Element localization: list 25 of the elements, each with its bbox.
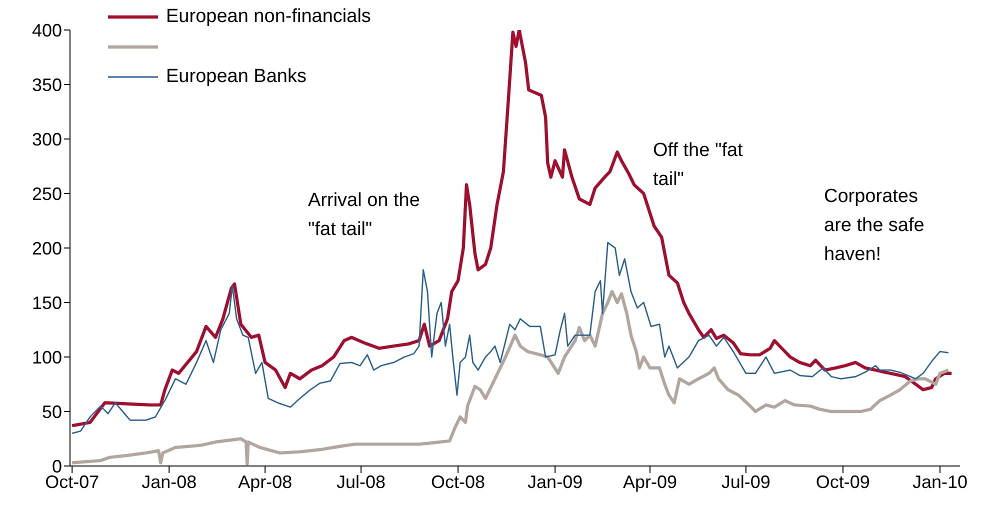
x-tick-label: Jul-08 xyxy=(336,472,386,492)
x-tick-label: Apr-09 xyxy=(622,472,677,492)
x-tick-label: Oct-09 xyxy=(816,472,870,492)
annotation: Arrival on the "fat tail" xyxy=(308,189,421,242)
annotation: Corporates are the safe haven! xyxy=(824,185,926,267)
y-tick-label: 400 xyxy=(32,20,62,40)
x-tick-label: Jul-09 xyxy=(721,472,770,492)
y-tick-label: 300 xyxy=(32,129,62,150)
y-tick-label: 50 xyxy=(42,402,62,422)
y-tick-label: 200 xyxy=(32,238,62,258)
x-tick-label: Jan-08 xyxy=(142,472,197,492)
line-series xyxy=(71,242,950,434)
y-tick-label: 100 xyxy=(32,347,62,368)
annotation: Off the "fat tail" xyxy=(653,139,744,192)
x-tick-label: Jan-09 xyxy=(528,472,583,492)
x-tick-label: Apr-08 xyxy=(238,472,292,492)
line-series xyxy=(70,290,950,466)
y-tick-label: 150 xyxy=(32,292,62,313)
legend-label: European Banks xyxy=(166,65,306,89)
y-tick-label: 250 xyxy=(32,184,62,204)
y-tick-label: 350 xyxy=(32,74,62,95)
x-tick-label: Oct-08 xyxy=(431,472,486,492)
legend-label: European non-financials xyxy=(166,5,371,29)
line-series xyxy=(70,30,954,428)
x-tick-label: Jan-10 xyxy=(912,472,968,492)
